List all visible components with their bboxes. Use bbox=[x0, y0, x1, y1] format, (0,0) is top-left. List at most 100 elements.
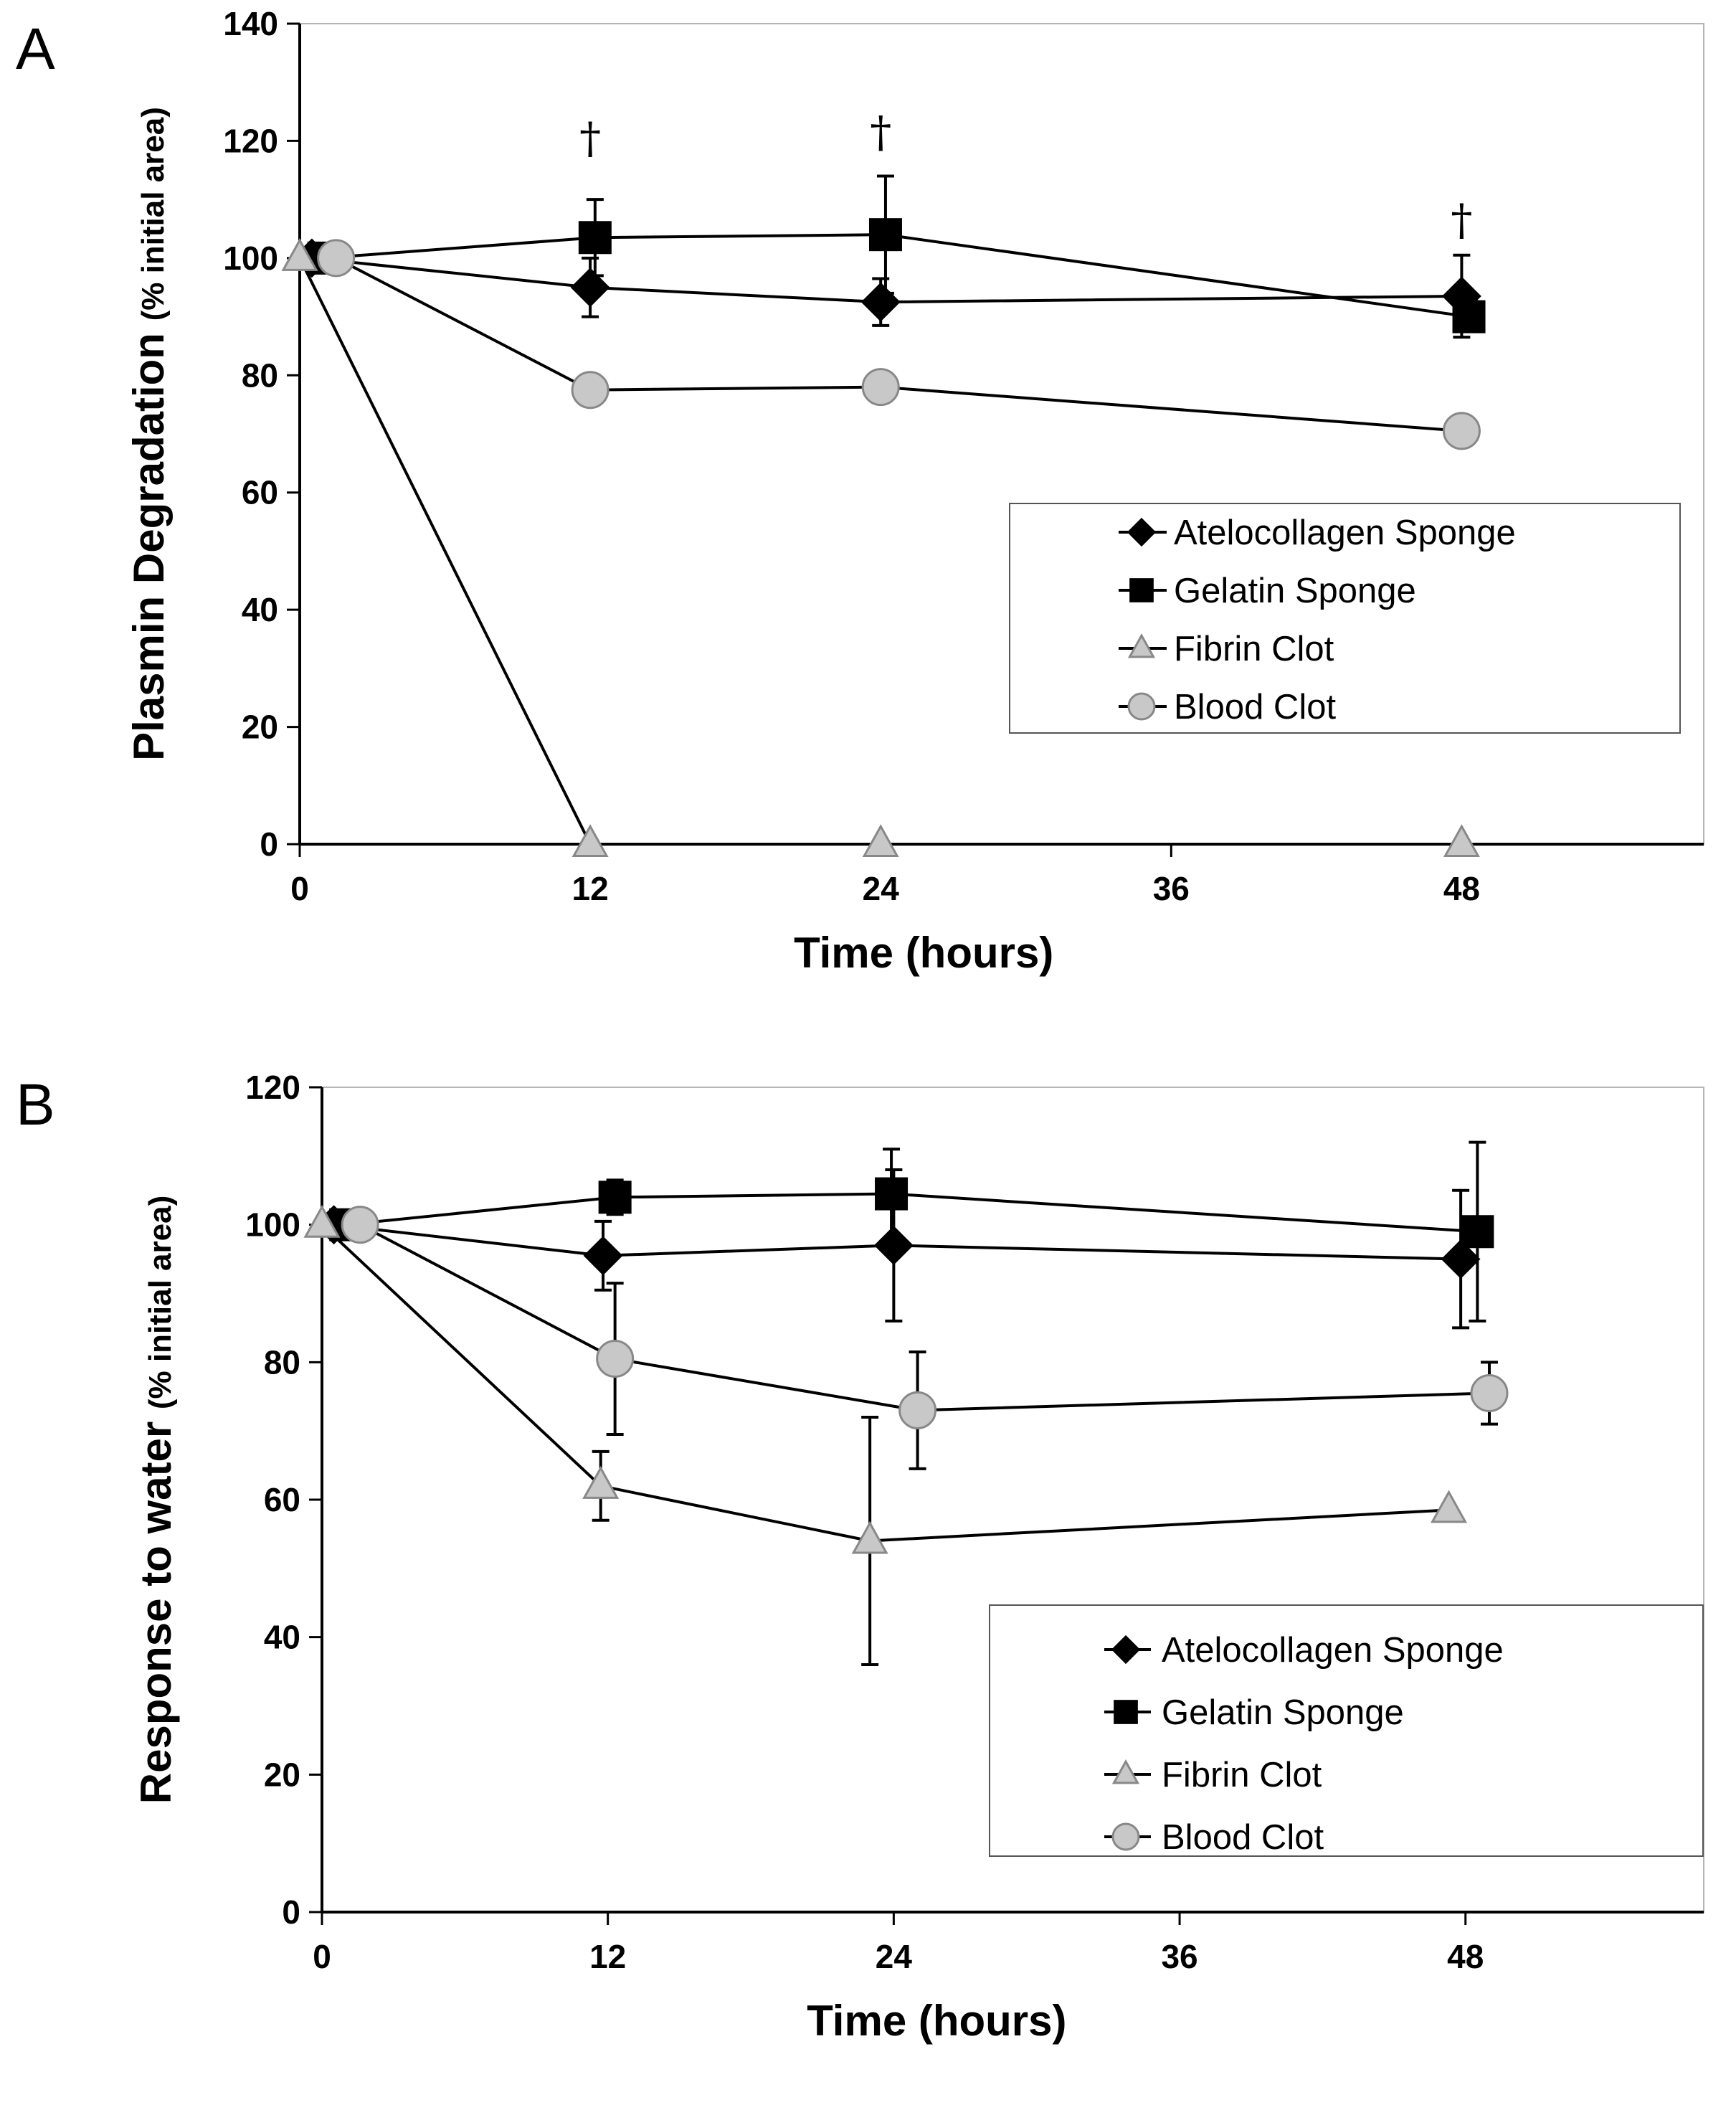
data-point bbox=[860, 282, 901, 322]
series-line bbox=[298, 257, 1462, 846]
series-line bbox=[323, 233, 1469, 318]
panel-b: B 0 20 40 60 80 100 120 0 12 24 36 48 Time (hours) Re… bbox=[0, 1061, 1736, 2105]
data-point bbox=[1441, 1239, 1481, 1279]
chart-a-plot: 0 20 40 60 80 100 120 140 0 12 24 36 48 Time (hours) P… bbox=[125, 5, 1704, 977]
data-point bbox=[1461, 1215, 1494, 1249]
legend-box bbox=[989, 1604, 1704, 1857]
y-axis-title-sub: (% initial area) bbox=[143, 1196, 178, 1409]
x-tick-label: 48 bbox=[1443, 870, 1480, 907]
series-line bbox=[311, 256, 1462, 304]
data-point bbox=[898, 1391, 937, 1429]
y-axis-title-main: Plasmin Degradation bbox=[125, 321, 173, 760]
data-point bbox=[571, 824, 609, 858]
significance-dagger: † bbox=[870, 108, 891, 158]
data-point bbox=[598, 1181, 632, 1214]
y-tick-label: 80 bbox=[264, 1343, 300, 1381]
y-tick-label: 140 bbox=[223, 5, 278, 42]
panel-letter-a: A bbox=[16, 16, 55, 82]
x-tick-label: 24 bbox=[863, 870, 900, 907]
data-point bbox=[861, 368, 900, 407]
legend-marker bbox=[1111, 1822, 1140, 1851]
x-axis-title: Time (hours) bbox=[807, 1997, 1066, 2045]
data-point bbox=[596, 1340, 635, 1378]
legend-item: Atelocollagen Sponge bbox=[1104, 1631, 1504, 1670]
y-tick-label: 100 bbox=[245, 1206, 300, 1244]
legend-label: Blood Clot bbox=[1174, 688, 1336, 727]
data-point bbox=[862, 824, 899, 858]
legend-item: Fibrin Clot bbox=[1119, 630, 1334, 668]
legend-label: Gelatin Sponge bbox=[1162, 1693, 1404, 1732]
legend-marker bbox=[1127, 692, 1156, 721]
data-point bbox=[303, 1204, 341, 1238]
y-tick-label: 20 bbox=[242, 709, 278, 746]
data-point bbox=[578, 221, 612, 255]
series-gelatin-sponge bbox=[329, 1140, 1494, 1323]
y-axis-title: Plasmin Degradation (% initial area) bbox=[125, 107, 173, 761]
data-point bbox=[1443, 824, 1480, 858]
y-tick-label: 120 bbox=[245, 1069, 300, 1106]
x-tick-label: 12 bbox=[572, 870, 609, 907]
legend-label: Fibrin Clot bbox=[1162, 1756, 1322, 1794]
legend-label: Atelocollagen Sponge bbox=[1162, 1631, 1504, 1670]
legend-marker bbox=[1114, 1700, 1138, 1724]
legend: Atelocollagen Sponge Gelatin Sponge Fibrin… bbox=[989, 1604, 1704, 1857]
data-point bbox=[875, 1177, 909, 1211]
series-line bbox=[359, 1223, 1490, 1412]
series-fibrin-clot bbox=[303, 1204, 1468, 1666]
legend-label: Atelocollagen Sponge bbox=[1174, 514, 1516, 552]
series-line bbox=[346, 1192, 1478, 1234]
legend: Atelocollagen Sponge Gelatin Sponge Fibrin… bbox=[1009, 503, 1681, 734]
data-point bbox=[1452, 300, 1486, 334]
x-tick-label: 36 bbox=[1153, 870, 1190, 907]
legend-marker bbox=[1126, 517, 1157, 547]
series-fibrin-clot bbox=[281, 237, 1480, 858]
panel-a: A 0 20 40 60 80 100 120 140 0 12 24 36 48 Time (hours… bbox=[0, 0, 1736, 990]
series-line bbox=[335, 257, 1462, 432]
y-axis-title: Response to water (% initial area) bbox=[132, 1196, 180, 1804]
data-point bbox=[583, 1236, 623, 1276]
series-blood-clot bbox=[341, 1206, 1509, 1470]
x-axis-title: Time (hours) bbox=[794, 929, 1053, 977]
legend-label: Blood Clot bbox=[1162, 1818, 1324, 1857]
chart-b-plot: 0 20 40 60 80 100 120 0 12 24 36 48 Time (hours) Resp… bbox=[132, 1069, 1704, 2045]
legend-box bbox=[1009, 503, 1681, 734]
x-tick-label: 12 bbox=[589, 1938, 626, 1975]
legend-item: Blood Clot bbox=[1119, 688, 1336, 727]
y-tick-label: 120 bbox=[223, 122, 278, 159]
x-tick-label: 24 bbox=[876, 1938, 913, 1975]
data-point bbox=[571, 371, 610, 410]
x-tick-label: 0 bbox=[290, 870, 309, 907]
y-tick-label: 0 bbox=[282, 1893, 300, 1931]
legend-item: Atelocollagen Sponge bbox=[1119, 514, 1516, 552]
x-tick-label: 0 bbox=[313, 1938, 331, 1975]
y-axis-title-sub: (% initial area) bbox=[136, 107, 171, 321]
legend-marker bbox=[1111, 1635, 1141, 1665]
x-tick-label: 48 bbox=[1447, 1938, 1484, 1975]
legend-marker bbox=[1127, 633, 1156, 658]
data-point bbox=[1442, 412, 1481, 450]
y-tick-label: 100 bbox=[223, 240, 278, 277]
data-point bbox=[868, 218, 902, 252]
data-point bbox=[873, 1226, 914, 1265]
y-tick-label: 80 bbox=[242, 356, 278, 394]
y-tick-label: 40 bbox=[242, 591, 278, 628]
legend-item: Gelatin Sponge bbox=[1119, 572, 1416, 610]
legend-item: Blood Clot bbox=[1104, 1818, 1324, 1857]
data-point bbox=[281, 237, 318, 271]
data-point bbox=[317, 239, 356, 278]
series-gelatin-sponge bbox=[307, 174, 1486, 334]
panel-letter-b: B bbox=[16, 1072, 55, 1137]
data-point bbox=[570, 268, 610, 308]
data-point bbox=[1430, 1490, 1468, 1523]
series-line bbox=[321, 1224, 1449, 1543]
legend-marker bbox=[1129, 578, 1154, 602]
data-point bbox=[1470, 1373, 1509, 1412]
significance-dagger: † bbox=[579, 113, 601, 164]
legend-label: Fibrin Clot bbox=[1174, 630, 1334, 668]
y-axis-title-main: Response to water bbox=[132, 1409, 180, 1804]
data-point bbox=[341, 1206, 379, 1244]
x-tick-label: 36 bbox=[1161, 1938, 1197, 1975]
series-line bbox=[333, 1223, 1461, 1261]
data-point bbox=[582, 1465, 620, 1499]
